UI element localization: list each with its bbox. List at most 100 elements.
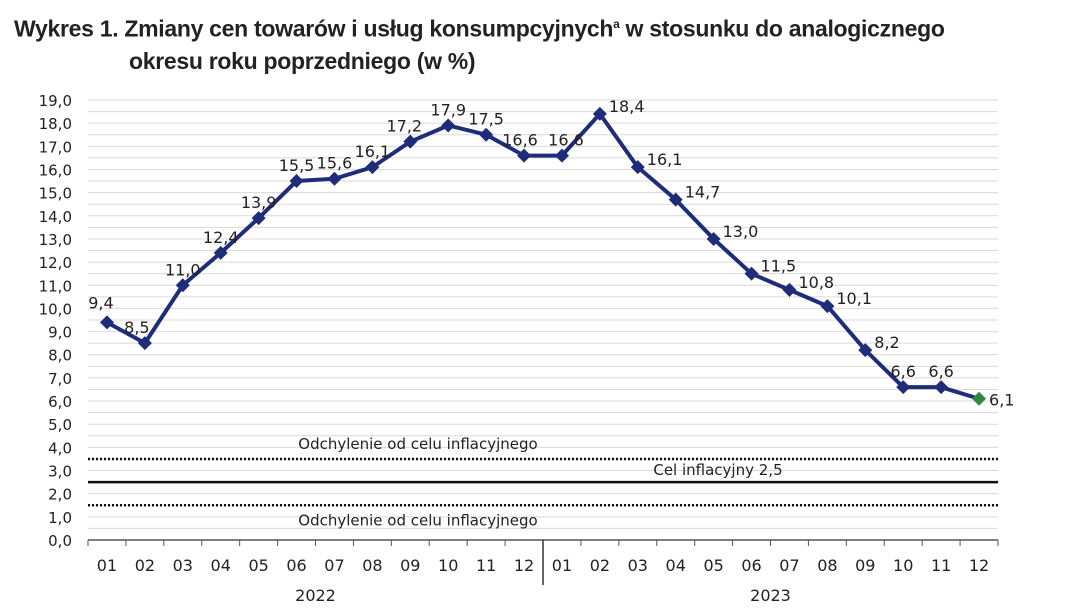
data-label: 6,1 [989,391,1014,410]
x-tick-label: 04 [666,556,686,575]
y-tick-label: 0,0 [48,532,72,550]
data-label: 15,6 [317,154,353,173]
data-point [251,211,266,226]
data-label: 6,6 [928,362,953,381]
data-point [858,343,873,358]
x-tick-label: 08 [817,556,837,575]
data-point [554,148,569,163]
y-tick-label: 17,0 [39,138,72,156]
data-point [592,106,607,121]
data-label: 12,4 [203,228,239,247]
x-tick-label: 05 [248,556,268,575]
y-tick-label: 15,0 [39,185,72,203]
data-point [479,127,494,142]
data-point [896,380,911,395]
data-label: 13,0 [723,222,759,241]
y-tick-label: 10,0 [39,300,72,318]
year-label: 2023 [750,586,791,605]
data-point [327,171,342,186]
y-tick-label: 16,0 [39,161,72,179]
x-tick-label: 01 [97,556,117,575]
data-point [706,231,721,246]
data-label: 16,1 [355,142,391,161]
data-label: 18,4 [609,97,645,116]
y-tick-label: 6,0 [48,393,72,411]
x-tick-label: 06 [741,556,761,575]
y-tick-label: 12,0 [39,254,72,272]
x-tick-label: 12 [514,556,534,575]
x-tick-label: 10 [893,556,913,575]
y-tick-label: 9,0 [48,324,72,342]
title-superscript: a [613,17,620,31]
data-point [820,299,835,314]
reference-line-label: Cel inflacyjny 2,5 [653,461,782,479]
data-label: 16,6 [502,131,538,150]
data-point [972,391,987,406]
data-point [213,245,228,260]
data-point [782,282,797,297]
data-point [137,336,152,351]
title-line2: okresu roku poprzedniego (w %) [129,47,476,74]
data-point [441,118,456,133]
data-point [175,278,190,293]
x-tick-label: 09 [400,556,420,575]
title-line1: Wykres 1. Zmiany cen towarów i usług kon… [14,15,614,42]
series-line [105,111,980,401]
reference-line-label: Odchylenie od celu inflacyjnego [298,511,537,529]
y-tick-label: 7,0 [48,370,72,388]
data-point [365,160,380,175]
y-tick-label: 13,0 [39,231,72,249]
data-label: 17,9 [430,100,466,119]
reference-line-label: Odchylenie od celu inflacyjnego [298,435,537,453]
y-tick-label: 2,0 [48,486,72,504]
x-tick-label: 08 [362,556,382,575]
x-tick-label: 11 [476,556,496,575]
x-tick-label: 07 [324,556,344,575]
x-tick-label: 01 [552,556,572,575]
x-tick-label: 04 [211,556,231,575]
x-tick-label: 07 [779,556,799,575]
data-label: 16,6 [548,131,584,150]
data-point [403,134,418,149]
data-label: 6,6 [890,362,915,381]
x-tick-label: 02 [135,556,155,575]
y-tick-label: 18,0 [39,115,72,133]
x-tick-label: 03 [628,556,648,575]
y-tick-label: 4,0 [48,439,72,457]
data-label: 17,5 [468,110,504,129]
data-point [934,380,949,395]
y-tick-label: 11,0 [39,277,72,295]
data-point [517,148,532,163]
data-label: 11,5 [761,257,797,276]
x-tick-label: 05 [703,556,723,575]
data-point [668,192,683,207]
data-point [99,315,114,330]
y-tick-label: 5,0 [48,416,72,434]
title-line1-end: w stosunku do analogicznego [619,15,945,42]
y-tick-label: 8,0 [48,347,72,365]
y-tick-label: 14,0 [39,208,72,226]
y-tick-label: 1,0 [48,509,72,527]
data-label: 11,0 [165,260,201,279]
data-label: 14,7 [685,183,721,202]
x-tick-label: 11 [931,556,951,575]
x-tick-label: 12 [969,556,989,575]
data-label: 16,1 [647,150,683,169]
x-tick-label: 03 [173,556,193,575]
data-label: 8,2 [874,333,899,352]
data-label: 15,5 [279,156,315,175]
data-label: 13,9 [241,193,277,212]
x-tick-label: 09 [855,556,875,575]
chart-title: Wykres 1. Zmiany cen towarów i usług kon… [14,8,945,77]
data-label: 10,1 [836,289,872,308]
x-tick-label: 06 [286,556,306,575]
y-tick-label: 19,0 [39,92,72,110]
data-label: 9,4 [88,293,113,312]
data-point [744,266,759,281]
x-tick-label: 02 [590,556,610,575]
data-label: 10,8 [798,273,834,292]
data-label: 17,2 [386,117,422,136]
data-point [289,174,304,189]
x-tick-label: 10 [438,556,458,575]
